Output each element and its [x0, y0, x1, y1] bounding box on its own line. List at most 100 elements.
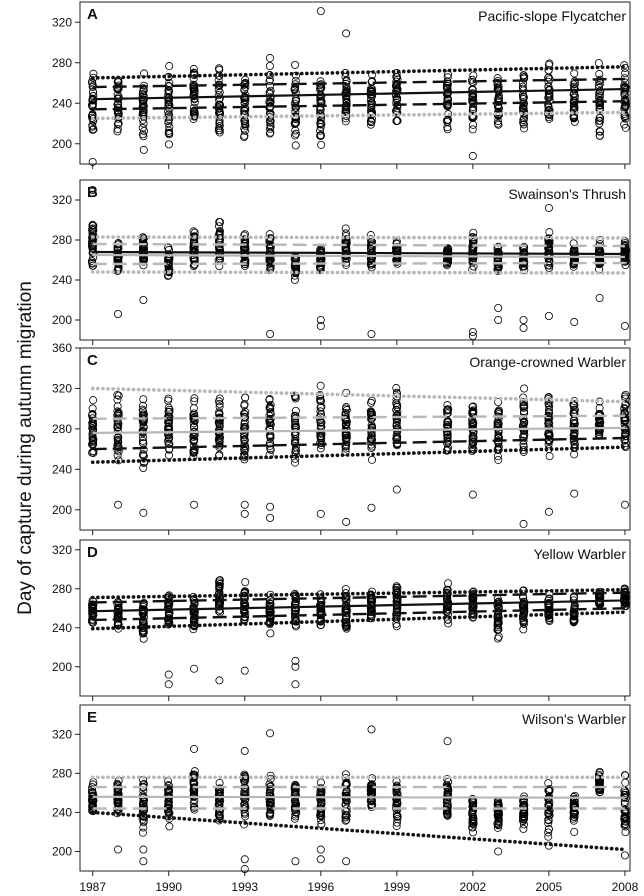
data-point	[341, 72, 350, 81]
plot-frame	[79, 704, 631, 872]
outlier-point	[139, 845, 148, 854]
data-point	[114, 112, 123, 121]
data-point	[392, 395, 401, 404]
data-point	[113, 390, 122, 399]
data-point	[366, 787, 375, 796]
data-point	[595, 77, 604, 86]
data-point	[215, 124, 224, 133]
data-point	[595, 131, 604, 140]
data-point	[88, 416, 97, 425]
data-point	[443, 94, 452, 103]
regression-line-dash	[92, 414, 625, 420]
regression-line-dash	[92, 100, 625, 111]
data-point	[544, 832, 553, 841]
data-point	[139, 439, 148, 448]
data-point	[621, 63, 630, 72]
outlier-point	[342, 857, 351, 866]
data-point	[88, 420, 97, 429]
data-point	[366, 407, 375, 416]
data-point	[316, 381, 325, 390]
data-point	[215, 582, 224, 591]
data-point	[114, 103, 123, 112]
outlier-point	[570, 489, 579, 498]
data-point	[621, 778, 630, 787]
data-point	[89, 435, 98, 444]
data-point	[444, 786, 453, 795]
data-point	[189, 404, 198, 413]
regression-line-dash	[92, 77, 625, 89]
data-point	[138, 92, 147, 101]
data-point	[545, 263, 554, 272]
data-point	[468, 93, 477, 102]
data-point	[620, 771, 629, 780]
data-point	[317, 119, 326, 128]
data-point	[367, 443, 376, 452]
data-point	[342, 250, 351, 259]
outlier-point	[367, 503, 376, 512]
outlier-point	[139, 857, 148, 866]
outlier-point	[240, 509, 249, 518]
data-point	[216, 597, 225, 606]
data-point	[444, 115, 453, 124]
data-point	[87, 225, 96, 234]
data-point	[241, 784, 250, 793]
outlier-point	[316, 321, 325, 330]
plot-frame	[79, 539, 631, 697]
data-point	[189, 227, 198, 236]
outlier-point	[190, 744, 199, 753]
regression-line-dot	[90, 235, 627, 240]
data-point	[164, 780, 173, 789]
data-point	[316, 421, 325, 430]
data-point	[316, 407, 325, 416]
x-tick-label: 1996	[307, 880, 334, 894]
regression-line-dot	[90, 270, 627, 275]
data-point	[520, 792, 529, 801]
panel-title: Orange-crowned Warbler	[469, 354, 626, 370]
data-point	[215, 576, 224, 585]
data-point	[444, 619, 453, 628]
data-point	[367, 238, 376, 247]
data-point	[494, 120, 503, 129]
data-point	[164, 129, 173, 138]
data-point	[393, 410, 402, 419]
data-point	[89, 224, 98, 233]
data-point	[545, 785, 554, 794]
data-point	[88, 79, 97, 88]
data-point	[520, 384, 529, 393]
outlier-point	[291, 680, 300, 689]
data-point	[469, 419, 478, 428]
x-tick-label: 2008	[612, 880, 639, 894]
data-point	[291, 141, 300, 150]
data-point	[620, 404, 629, 413]
data-point	[545, 798, 554, 807]
outlier-point	[544, 311, 553, 320]
data-point	[291, 454, 300, 463]
outlier-point	[443, 737, 452, 746]
data-point	[621, 593, 630, 602]
data-point	[468, 243, 477, 252]
data-point	[114, 442, 123, 451]
outlier-point	[544, 507, 553, 516]
y-tick-label: 240	[52, 805, 72, 819]
outlier-point	[620, 851, 629, 860]
data-point	[493, 418, 502, 427]
outlier-point	[570, 827, 579, 836]
panel-title: Yellow Warbler	[534, 546, 627, 562]
outlier-point	[468, 331, 477, 340]
x-tick-label: 2002	[460, 880, 487, 894]
data-point	[215, 435, 224, 444]
data-point	[139, 805, 148, 814]
data-point	[544, 828, 553, 837]
data-point	[620, 441, 629, 450]
outlier-point	[342, 517, 351, 526]
data-point	[621, 394, 630, 403]
outlier-point	[468, 327, 477, 336]
data-point	[291, 411, 300, 420]
data-point	[165, 412, 174, 421]
data-point	[519, 798, 528, 807]
data-point	[342, 85, 351, 94]
data-point	[393, 73, 402, 82]
data-point	[139, 119, 148, 128]
outlier-point	[316, 845, 325, 854]
data-point	[113, 258, 122, 267]
